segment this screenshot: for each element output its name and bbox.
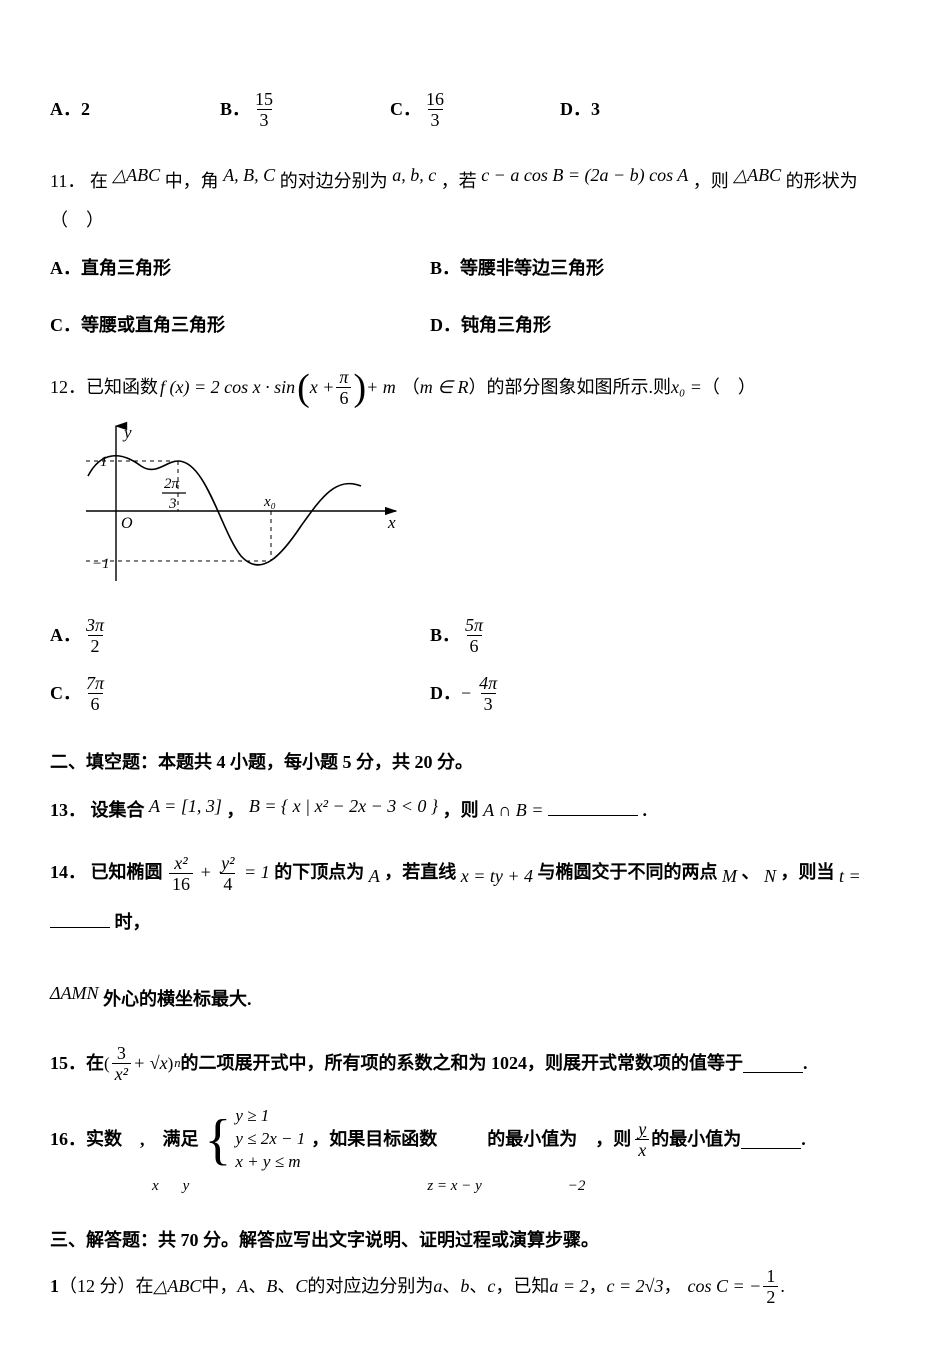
- q10-options: A． 2 B． 15 3 C． 16 3 D． 3: [50, 90, 900, 130]
- opt-b-label: B．: [220, 90, 250, 130]
- q17: 1 （12 分） 在 △ABC 中， A 、 B 、 C 的对应边分别为 a 、…: [50, 1267, 900, 1307]
- q16: 16． 实数 , 满足 { y ≥ 1 y ≤ 2x − 1 x + y ≤ m…: [50, 1105, 900, 1174]
- blank-q16: [741, 1130, 801, 1149]
- q12-options: A． 3π 2 B． 5π 6 C． 7π 6 D． − 4π 3: [50, 616, 900, 713]
- blank-q13: [548, 797, 638, 816]
- opt-c-label: C．: [390, 90, 421, 130]
- q12-stem: 12． 已知函数 f (x) = 2 cos x · sin ( x + π 6…: [50, 368, 900, 408]
- svg-text:x: x: [387, 513, 396, 532]
- svg-text:−1: −1: [92, 556, 110, 572]
- opt-a-label: A．: [50, 90, 81, 130]
- q16-system: { y ≥ 1 y ≤ 2x − 1 x + y ≤ m: [205, 1105, 306, 1174]
- section-2-title: 二、填空题：本题共 4 小题，每小题 5 分，共 20 分。: [50, 743, 900, 783]
- section-3-title: 三、解答题：共 70 分。解答应写出文字说明、证明过程或演算步骤。: [50, 1221, 900, 1261]
- opt-d-value: 3: [591, 90, 600, 130]
- q13: 13． 设集合 A = [1, 3] ， B = { x | x² − 2x −…: [50, 787, 900, 831]
- q15: 15． 在 ( 3 x² + √x ) n 的二项展开式中，所有项的系数之和为 …: [50, 1044, 900, 1084]
- q11-stem: 11． 在 △ABC 中，角 A, B, C 的对边分别为 a, b, c ，若…: [50, 156, 900, 241]
- q14-line2: ΔAMN 外心的横坐标最大.: [50, 974, 900, 1020]
- q11-options: A．直角三角形 B．等腰非等边三角形 C．等腰或直角三角形 D．钝角三角形: [50, 249, 900, 346]
- opt-d-label: D．: [560, 90, 591, 130]
- triangle-abc: △ABC: [112, 165, 160, 185]
- svg-text:1: 1: [100, 454, 108, 470]
- opt-b-frac: 15 3: [252, 90, 276, 129]
- q11-equation: c − a cos B = (2a − b) cos A: [481, 165, 688, 185]
- q12-graph: y x 1 −1 O x₀ 2π 3: [66, 416, 900, 601]
- svg-text:y: y: [122, 423, 132, 442]
- opt-c-frac: 16 3: [423, 90, 447, 129]
- q16-under: x y z = x − y −2: [50, 1170, 900, 1203]
- blank-q15: [743, 1054, 803, 1073]
- svg-text:O: O: [121, 515, 133, 532]
- q14: 14． 已知椭圆 x² 16 + y² 4 = 1 的下顶点为 A ，若直线 x…: [50, 849, 900, 947]
- svg-text:x₀: x₀: [263, 494, 276, 510]
- svg-text:2π: 2π: [164, 476, 180, 492]
- blank-q14: [50, 909, 110, 928]
- opt-a-value: 2: [81, 90, 90, 130]
- svg-text:3: 3: [168, 496, 177, 512]
